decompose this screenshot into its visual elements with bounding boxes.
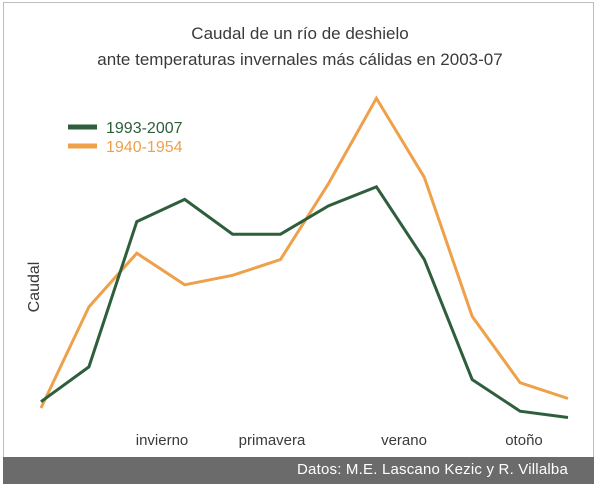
chart-frame — [3, 2, 594, 484]
series-layer — [39, 95, 569, 419]
x-tick-label-otoño: otoño — [505, 432, 543, 449]
legend-label-1993-2007: 1993-2007 — [106, 120, 183, 137]
y-axis-label: Caudal — [26, 262, 43, 313]
source-footer: Datos: M.E. Lascano Kezic y R. Villalba — [3, 457, 594, 484]
labels-layer: Caudal invierno primavera verano otoño — [26, 262, 543, 449]
source-text: Datos: M.E. Lascano Kezic y R. Villalba — [297, 461, 568, 478]
x-tick-label-primavera: primavera — [239, 432, 306, 449]
x-tick-label-invierno: invierno — [136, 432, 189, 449]
chart-subtitle: ante temperaturas invernales más cálidas… — [97, 50, 503, 69]
chart-title: Caudal de un río de deshielo — [191, 24, 409, 43]
legend-label-1940-1954: 1940-1954 — [106, 139, 183, 156]
series-line-1993-2007 — [40, 184, 569, 419]
legend: 1993-2007 1940-1954 — [68, 120, 183, 156]
x-tick-label-verano: verano — [381, 432, 427, 449]
